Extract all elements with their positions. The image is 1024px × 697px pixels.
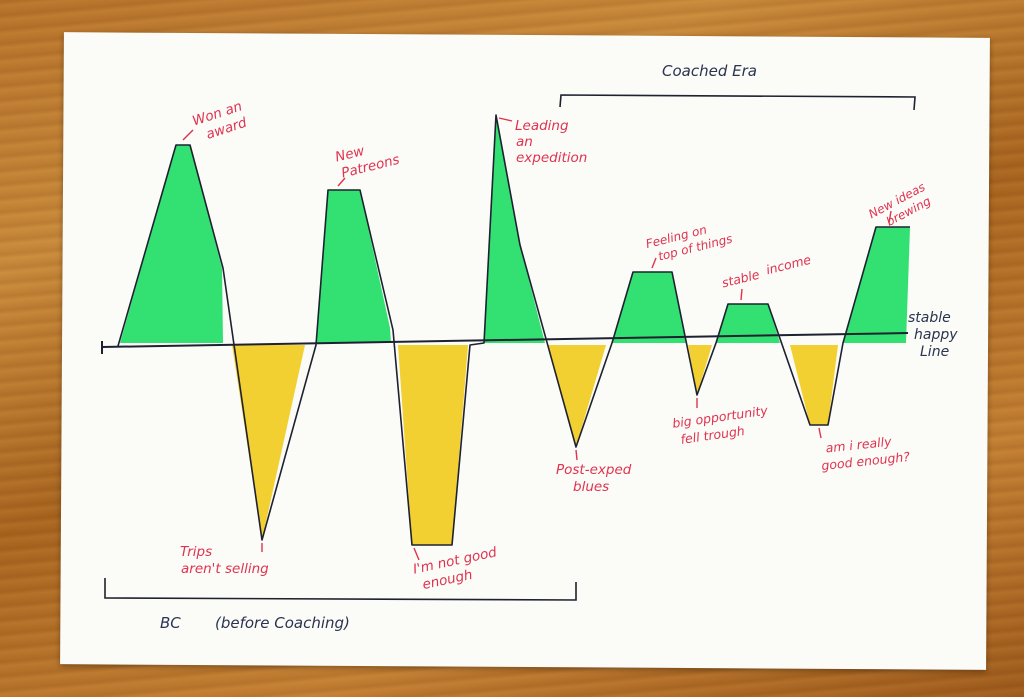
stable-happy-line	[101, 332, 909, 354]
low-areas	[232, 345, 838, 545]
annotation-trips-line1: Trips	[180, 544, 212, 560]
bc-label: BC	[160, 614, 181, 632]
coached-era-label: Coached Era	[662, 62, 757, 80]
annotation-income-line1: stable	[720, 267, 761, 291]
annotation-blues-line1: Post-exped	[556, 462, 632, 478]
high-stable-income	[716, 304, 780, 343]
low-really	[790, 345, 838, 425]
annotation-not-good: I'm not good enough	[412, 544, 499, 593]
baseline-label-line1: stable	[908, 310, 951, 326]
high-new-ideas	[843, 227, 910, 343]
annotation-income-line2: income	[764, 252, 812, 278]
annotation-really: am i really good enough?	[821, 434, 911, 473]
annotation-trips: Trips aren't selling	[180, 544, 269, 577]
mood-curve	[117, 114, 910, 546]
annotation-patreons-line1: New	[334, 143, 367, 166]
annotation-trips-line2: aren't selling	[181, 561, 269, 577]
high-award	[120, 145, 223, 343]
annotation-patreons: New Patreons	[334, 143, 402, 182]
annotation-top-of-things: Feeling on top of things	[644, 222, 733, 263]
annotation-expedition-line1: Leading	[515, 118, 569, 134]
annotation-stable-income: stable income	[720, 252, 813, 291]
low-opportunity	[688, 345, 712, 395]
annotation-really-line1: am i really	[825, 434, 893, 456]
coached-era-bracket	[559, 94, 916, 111]
high-patreons	[316, 190, 391, 343]
low-not-good	[398, 345, 468, 545]
annotation-blues-line2: blues	[573, 479, 609, 495]
baseline-label-line3: Line	[920, 344, 949, 360]
before-coaching-bracket	[104, 578, 577, 601]
annotation-expedition-line3: expedition	[516, 150, 587, 166]
low-trips	[232, 345, 305, 540]
high-areas	[120, 115, 910, 343]
annotation-expedition-line2: an	[516, 134, 533, 150]
baseline-label-line2: happy	[914, 327, 958, 343]
high-expedition	[484, 115, 545, 343]
annotation-award: Won an award	[190, 98, 249, 142]
annotation-expedition: Leading an expedition	[515, 118, 587, 166]
high-top-of-things	[612, 272, 686, 343]
annotation-leaders	[182, 117, 892, 561]
annotation-opportunity: big opportunity fell trough	[671, 403, 769, 447]
before-coaching-label: (before Coaching)	[215, 614, 350, 632]
annotation-post-exped: Post-exped blues	[556, 462, 632, 495]
low-post-exped	[548, 345, 606, 447]
